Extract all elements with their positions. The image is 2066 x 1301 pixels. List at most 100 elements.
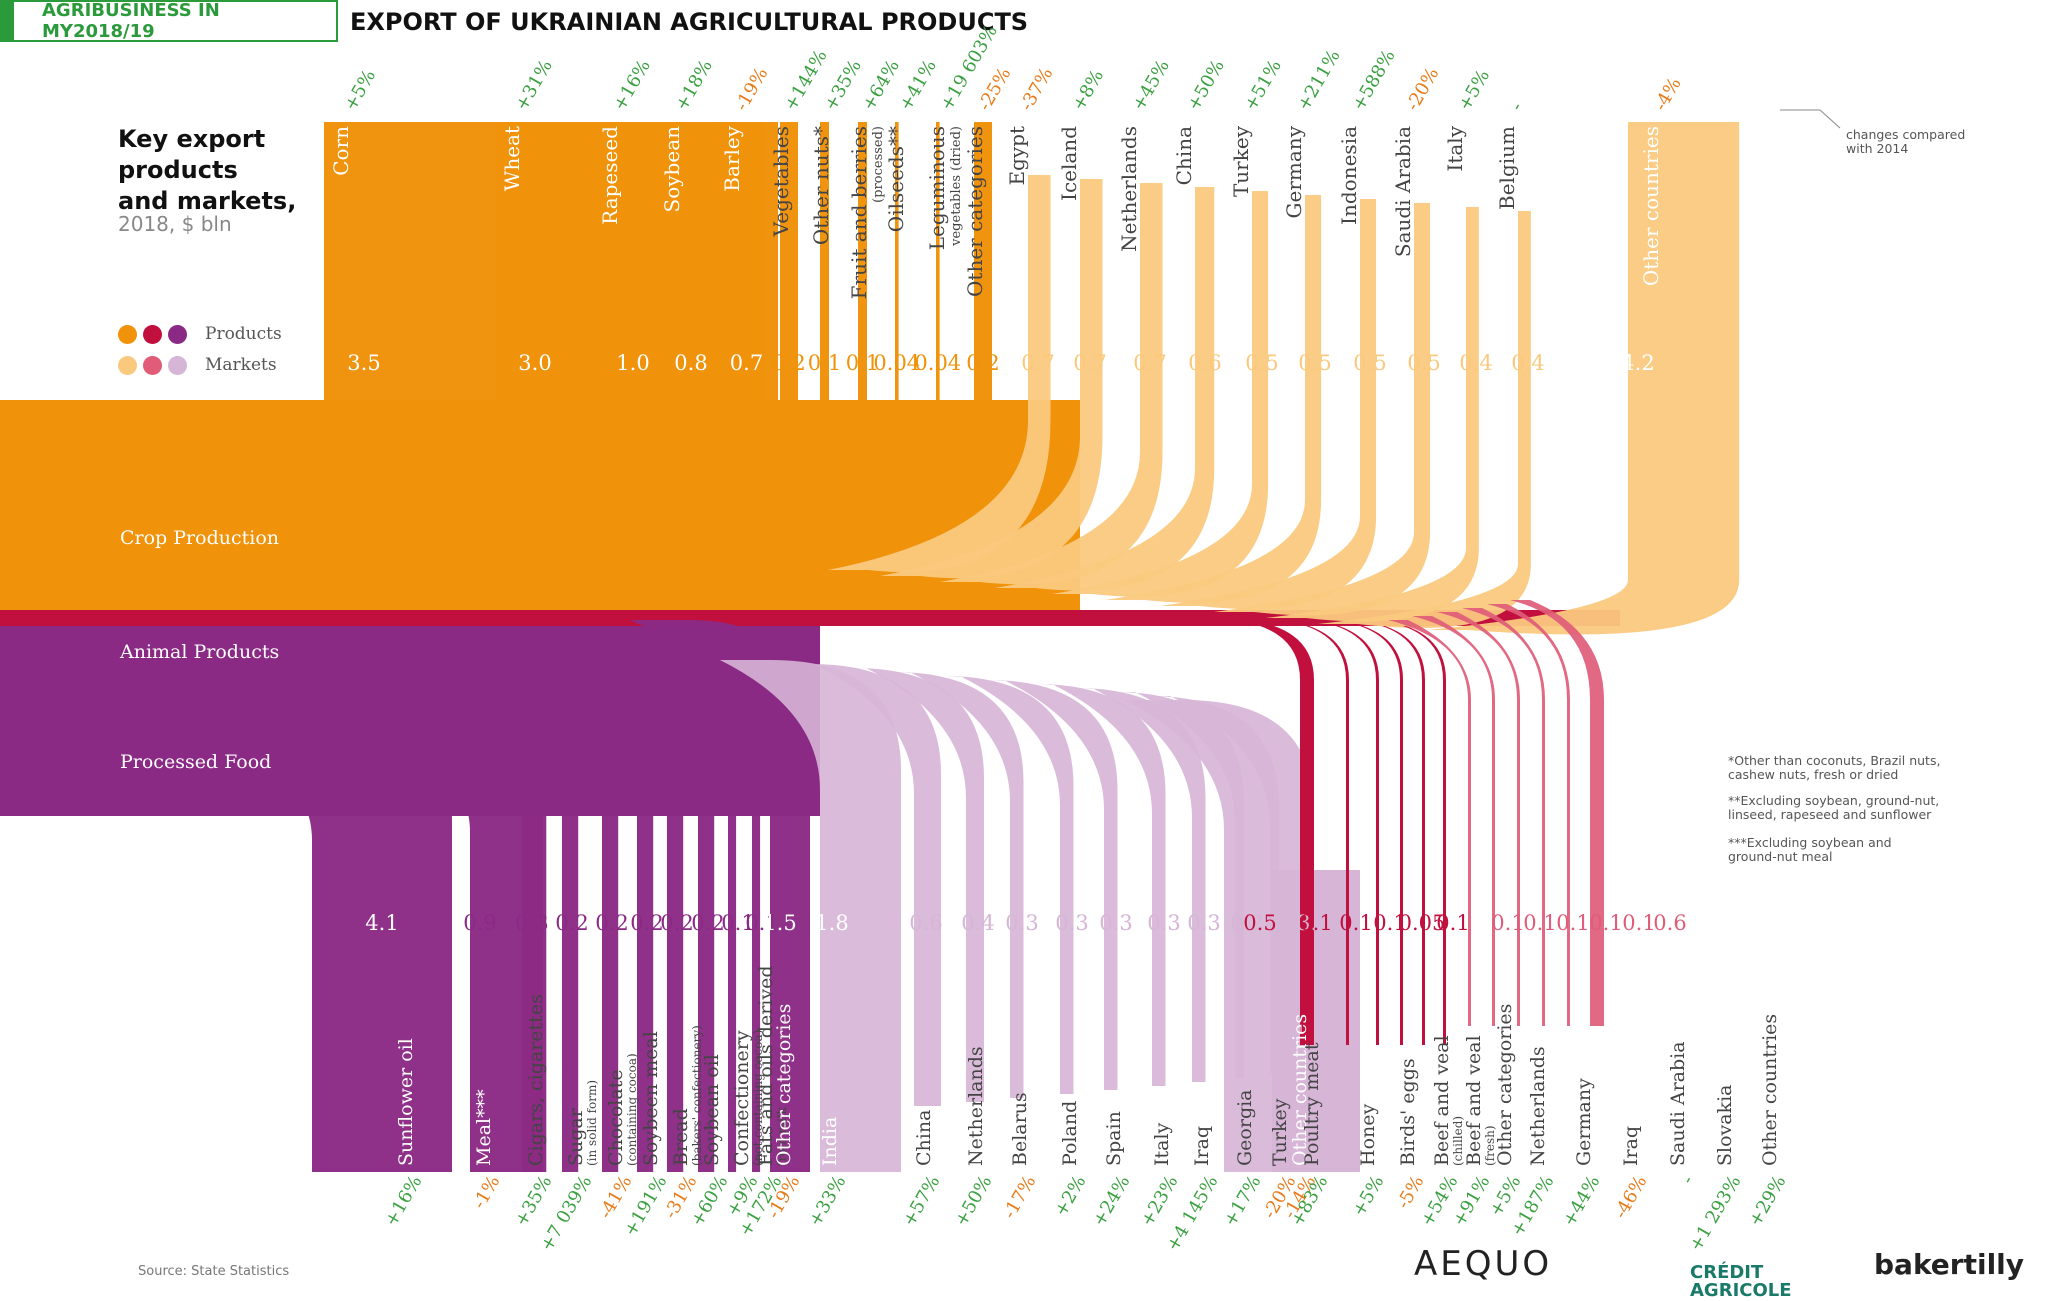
crop-market-value: 0.5 <box>1298 351 1331 375</box>
footnote-3: ***Excluding soybean and ground-nut meal <box>1728 835 1892 864</box>
animal-market-value: 0.1 <box>1523 911 1556 935</box>
food-product-value: 0.1 <box>745 911 778 935</box>
animal-market-change: -46% <box>1610 1172 1651 1222</box>
food-market-name: Spain <box>1103 1111 1125 1166</box>
food-market-name: Georgia <box>1234 1089 1256 1166</box>
food-market-flow <box>854 668 984 1102</box>
crop-market-value: 0.7 <box>1073 351 1106 375</box>
animal-market-value: 0.1 <box>1491 911 1524 935</box>
animal-product-subname: (fresh) <box>1483 1125 1497 1166</box>
crop-market-value: 0.7 <box>1021 351 1054 375</box>
crop-product-value: 0.7 <box>730 351 763 375</box>
crop-product-name: Fruit and berries <box>847 126 871 299</box>
animal-product-name: Honey <box>1357 1104 1379 1166</box>
category-label-animal: Animal Products <box>119 641 279 663</box>
food-market-flow <box>893 672 1024 1098</box>
food-market-value: 0.2 <box>1230 911 1263 935</box>
crop-market-name: Iceland <box>1057 126 1081 201</box>
crop-market-name: Netherlands <box>1117 126 1141 252</box>
food-market-flow <box>720 660 901 1172</box>
crop-market-change: -4% <box>1650 74 1686 114</box>
food-product-change: -1% <box>469 1172 505 1212</box>
credit-agricole-logo-text: CRÉDIT AGRICOLE <box>1690 1262 1792 1301</box>
crop-market-name: Turkey <box>1229 125 1253 197</box>
crop-product-change: -25% <box>974 64 1015 114</box>
animal-product-flow <box>1260 626 1314 1045</box>
food-product-name: Fats and oils derived <box>755 965 777 1166</box>
animal-market-name: Slovakia <box>1714 1084 1736 1166</box>
crop-market-value: 0.7 <box>1133 351 1166 375</box>
crop-product-name: Wheat <box>500 126 524 191</box>
food-market-name: Turkey <box>1269 1098 1291 1166</box>
source-note: Source: State Statistics <box>138 1264 290 1279</box>
food-market-value: 0.2 <box>1265 911 1298 935</box>
crop-market-flow <box>1105 195 1322 603</box>
food-market-flow <box>1075 688 1206 1082</box>
animal-market-name: Saudi Arabia <box>1667 1041 1689 1166</box>
food-market-name: China <box>913 1110 935 1166</box>
crop-product-value: 1.0 <box>616 351 649 375</box>
legend-products-label: Products <box>205 324 282 344</box>
animal-market-name: Netherlands <box>1527 1046 1549 1166</box>
crop-market-change: +51% <box>1240 56 1286 114</box>
animal-product-name: Beef and veal <box>1431 1035 1453 1166</box>
crop-product-flow <box>695 122 778 462</box>
crop-product-change: +18% <box>671 56 717 114</box>
food-market-name: Iraq <box>1191 1126 1213 1166</box>
crop-market-value: 0.4 <box>1459 351 1492 375</box>
food-market-name: India <box>819 1117 841 1166</box>
crop-product-name: Leguminous <box>925 126 949 250</box>
animal-market-flow <box>1437 612 1520 1026</box>
crop-market-name: Indonesia <box>1337 126 1361 225</box>
crop-product-subname: (processed) <box>871 126 886 203</box>
food-market-value: 0.4 <box>961 911 994 935</box>
food-product-value: 0.2 <box>660 911 693 935</box>
crop-market-change: -20% <box>1402 64 1443 114</box>
food-product-name: Other categories <box>773 1004 795 1166</box>
crop-market-value: 0.5 <box>1353 351 1386 375</box>
animal-product-subname: (chilled) <box>1451 1116 1465 1166</box>
crop-product-name: Corn <box>329 126 353 176</box>
animal-market-name: Germany <box>1573 1078 1595 1166</box>
food-product-change: +16% <box>381 1172 427 1230</box>
crop-market-name: China <box>1172 126 1196 185</box>
crop-product-value: 3.5 <box>347 351 380 375</box>
crop-market-change: +8% <box>1068 66 1108 114</box>
crop-market-flow <box>1428 122 1740 635</box>
crop-market-flow <box>1160 199 1377 610</box>
crop-market-name: Saudi Arabia <box>1391 126 1415 257</box>
crop-market-change: +45% <box>1128 56 1174 114</box>
food-product-name: Cigars, cigarettes <box>525 994 547 1166</box>
crop-product-flow <box>738 122 798 470</box>
food-product-value: 0.2 <box>630 911 663 935</box>
food-market-value: 0.3 <box>1099 911 1132 935</box>
food-product-value: 0.2 <box>595 911 628 935</box>
crop-product-flow <box>635 122 727 454</box>
food-product-subname: (containing cocoa) <box>625 1053 639 1166</box>
page-title: EXPORT OF UKRAINIAN AGRICULTURAL PRODUCT… <box>350 8 1029 36</box>
credit-agricole-logo: CRÉDIT AGRICOLE <box>1690 1246 1792 1300</box>
crop-product-subname: vegetables (dried) <box>949 126 964 247</box>
crop-product-value: 0.8 <box>674 351 707 375</box>
food-market-value: 0.3 <box>1147 911 1180 935</box>
food-product-subname: (bakers' confectionery) <box>690 1025 704 1166</box>
animal-product-value: 0.1 <box>1373 911 1406 935</box>
legend-dot-animal-product <box>143 324 162 344</box>
legend-markets-label: Markets <box>205 355 277 375</box>
animal-product-name: Poultry meat <box>1301 1042 1323 1166</box>
food-market-flow <box>1035 684 1166 1086</box>
crop-market-name: Belgium <box>1495 126 1519 210</box>
crop-market-name: Other countries <box>1639 126 1663 286</box>
crop-market-change: - <box>1506 99 1527 115</box>
crop-market-flow <box>1052 191 1269 597</box>
crop-market-value: 0.5 <box>1245 351 1278 375</box>
animal-market-value: 0.1 <box>1622 911 1655 935</box>
corner-note: changes compared with 2014 <box>1846 127 1966 156</box>
food-product-flow <box>330 692 543 1172</box>
food-market-change: -17% <box>999 1172 1040 1222</box>
animal-market-name: Iraq <box>1620 1126 1642 1166</box>
legend-products: Products <box>118 324 282 344</box>
section-badge: AGRIBUSINESS IN MY2018/19 <box>0 0 338 42</box>
crop-market-flow <box>1214 203 1431 616</box>
food-product-name: Sunflower oil <box>395 1038 417 1166</box>
